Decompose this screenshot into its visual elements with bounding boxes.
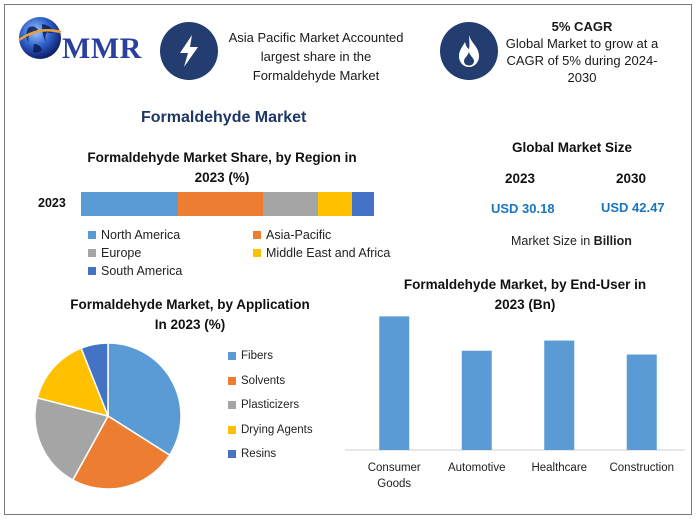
x-tick-label-line: Construction xyxy=(609,462,675,474)
year-2023-label: 2023 xyxy=(505,171,536,186)
region-legend-item: North America xyxy=(88,228,180,242)
legend-label: Europe xyxy=(101,246,142,260)
legend-swatch xyxy=(253,249,261,257)
application-legend-item: Drying Agents xyxy=(228,424,313,436)
legend-label: Middle East and Africa xyxy=(266,246,391,260)
region-legend-item: Europe xyxy=(88,246,141,260)
application-legend: Fibers Solvents Plasticizers Drying Agents R… xyxy=(228,350,313,473)
market-size-note: Market Size in Billion xyxy=(511,234,632,248)
x-tick-label-line: Automotive xyxy=(447,462,506,474)
application-legend-item: Plasticizers xyxy=(228,399,313,411)
region-legend-item: Asia-Pacific xyxy=(253,228,331,242)
region-year-label: 2023 xyxy=(38,196,66,210)
page-title: Formaldehyde Market xyxy=(141,109,307,126)
region-chart-title: Formaldehyde Market Share, by Region in … xyxy=(87,150,357,185)
legend-swatch xyxy=(228,376,236,385)
value-2023: USD 30.18 xyxy=(491,201,555,216)
legend-swatch xyxy=(88,249,96,257)
globe-icon xyxy=(18,17,62,59)
x-tick-label-line: Goods xyxy=(377,478,412,490)
application-chart-title: Formaldehyde Market, by Application In 2… xyxy=(70,297,310,332)
x-tick-label-line: Consumer xyxy=(367,462,421,474)
pie-slice xyxy=(80,342,109,417)
legend-swatch xyxy=(228,401,236,410)
year-2030-label: 2030 xyxy=(616,171,647,186)
region-bar-segment xyxy=(177,192,263,216)
region-stacked-bar xyxy=(81,192,374,216)
legend-swatch xyxy=(253,231,261,239)
x-tick-label: Healthcare xyxy=(514,460,604,476)
pie-slice xyxy=(36,347,110,418)
lightning-icon xyxy=(180,35,198,67)
region-legend-item: Middle East and Africa xyxy=(253,246,390,260)
region-bar-segment xyxy=(318,192,352,216)
application-legend-item: Solvents xyxy=(228,375,313,387)
application-legend-item: Fibers xyxy=(228,350,313,362)
mmr-logo: MMR xyxy=(14,12,144,70)
flame-icon xyxy=(459,35,479,67)
flame-badge xyxy=(440,22,498,80)
region-bar-segment xyxy=(81,192,178,216)
legend-swatch xyxy=(228,425,236,434)
application-legend-item: Resins xyxy=(228,448,313,460)
legend-label: Drying Agents xyxy=(241,423,313,436)
legend-swatch xyxy=(228,450,236,459)
pie-slice xyxy=(34,396,110,481)
market-size-title: Global Market Size xyxy=(512,140,633,155)
pie-slice xyxy=(71,414,171,490)
enduser-chart-title: Formaldehyde Market, by End-User in 2023… xyxy=(403,277,647,312)
enduser-x-labels: Consumer Goods Automotive Healthcare Constru… xyxy=(345,460,685,500)
region-bar-segment xyxy=(262,192,319,216)
x-tick-label: Automotive xyxy=(432,460,522,476)
legend-label: Resins xyxy=(241,448,277,461)
legend-label: North America xyxy=(101,228,181,242)
x-tick-label-line: Healthcare xyxy=(531,462,588,474)
enduser-bar-chart xyxy=(345,316,685,451)
x-tick-label: Construction xyxy=(597,460,687,476)
lightning-badge xyxy=(160,22,218,80)
legend-label: Plasticizers xyxy=(241,399,300,412)
region-bar-segment xyxy=(352,192,374,216)
legend-label: Asia-Pacific xyxy=(266,228,332,242)
value-2030: USD 42.47 xyxy=(601,200,665,215)
info-apac-text: Asia Pacific Market Accounted largest sh… xyxy=(228,30,404,83)
legend-swatch xyxy=(88,231,96,239)
application-pie-chart xyxy=(34,342,182,490)
info-cagr-text: 5% CAGR Global Market to grow at a CAGR … xyxy=(505,19,659,85)
enduser-bar xyxy=(626,354,657,450)
enduser-bar xyxy=(461,350,492,450)
enduser-bar xyxy=(379,316,410,450)
logo-text: MMR xyxy=(62,32,142,65)
x-tick-label: Consumer Goods xyxy=(349,460,439,492)
legend-label: Fibers xyxy=(241,350,273,362)
enduser-bar xyxy=(544,340,575,450)
legend-label: Solvents xyxy=(241,374,286,387)
legend-swatch xyxy=(228,352,236,360)
legend-label: South America xyxy=(101,264,183,278)
region-legend-item: South America xyxy=(88,264,182,278)
legend-swatch xyxy=(88,267,96,275)
